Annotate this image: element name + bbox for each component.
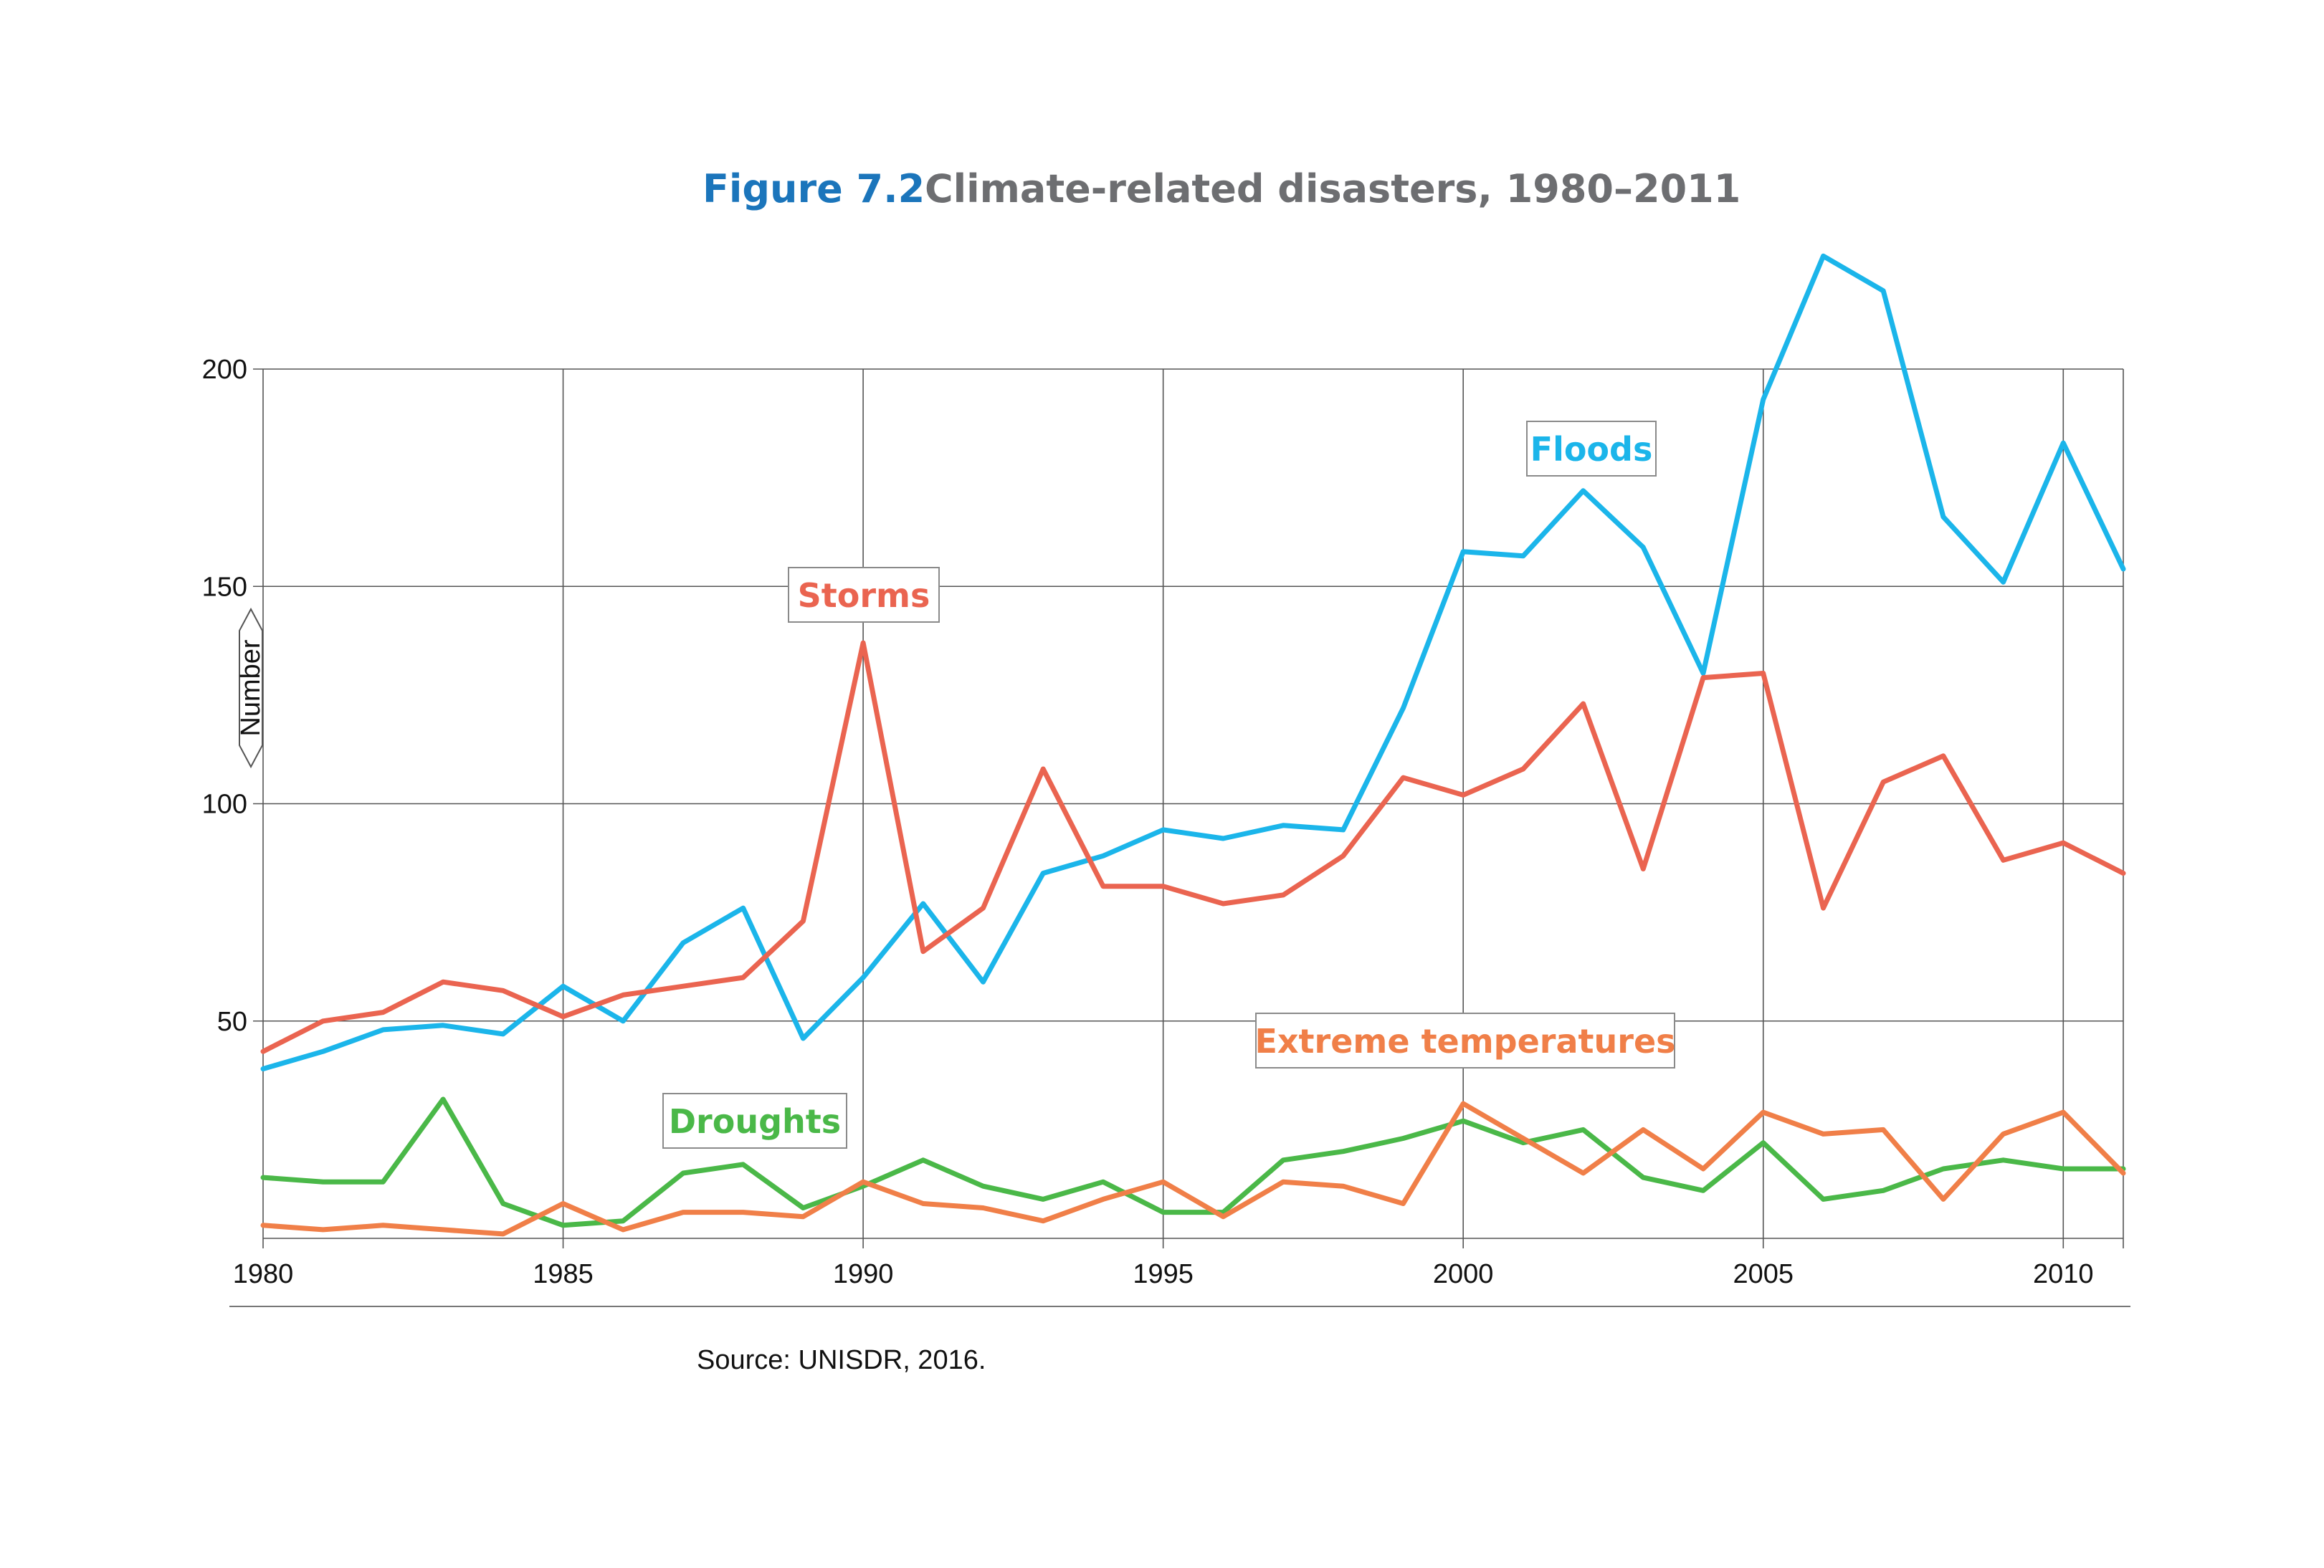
label-storms-text: Storms xyxy=(798,576,930,615)
y-axis-label-badge: Number xyxy=(236,607,266,769)
series-line-extreme-temperatures xyxy=(260,1101,2126,1237)
x-axis-ticks: 1980 1985 1990 1995 2000 2005 2010 xyxy=(233,1238,2124,1289)
x-tick-label: 1990 xyxy=(833,1259,894,1289)
label-extreme-temperatures: Extreme temperatures xyxy=(1254,1013,1676,1069)
x-tick-label: 2005 xyxy=(1733,1259,1794,1289)
label-extreme-temperatures-box xyxy=(1255,1013,1675,1069)
source-note: Source: UNISDR, 2016. xyxy=(697,1345,986,1375)
label-floods-box xyxy=(1526,421,1657,477)
series-lines xyxy=(260,253,2126,1237)
x-tick-label: 1995 xyxy=(1133,1259,1194,1289)
series-line-storms xyxy=(260,640,2126,1054)
label-floods-text: Floods xyxy=(1530,430,1653,469)
label-droughts-box xyxy=(662,1093,847,1149)
label-droughts: Droughts xyxy=(662,1093,847,1149)
figure-title: Climate-related disasters, 1980–2011 xyxy=(925,166,1740,211)
label-floods: Floods xyxy=(1526,421,1657,477)
y-tick-label: 50 xyxy=(217,1007,247,1037)
grid-lines xyxy=(253,368,2124,1239)
y-axis-ticks: 50 100 150 200 xyxy=(202,355,247,1037)
y-axis-label-frame xyxy=(239,607,263,769)
x-tick-label: 2000 xyxy=(1433,1259,1494,1289)
y-tick-label: 200 xyxy=(202,355,247,385)
label-storms-box xyxy=(788,567,940,623)
figure-number: Figure 7.2 xyxy=(703,166,925,211)
label-droughts-text: Droughts xyxy=(669,1102,841,1141)
x-tick-label: 2010 xyxy=(2033,1259,2094,1289)
series-line-droughts xyxy=(260,1096,2126,1228)
x-tick-label: 1980 xyxy=(233,1259,294,1289)
series-line-floods xyxy=(260,253,2126,1071)
y-tick-label: 100 xyxy=(202,790,247,820)
label-extreme-temperatures-text: Extreme temperatures xyxy=(1254,1022,1675,1061)
label-storms: Storms xyxy=(788,567,940,623)
y-tick-label: 150 xyxy=(202,572,247,602)
x-tick-label: 1985 xyxy=(533,1259,594,1289)
y-axis-label: Number xyxy=(236,639,266,736)
